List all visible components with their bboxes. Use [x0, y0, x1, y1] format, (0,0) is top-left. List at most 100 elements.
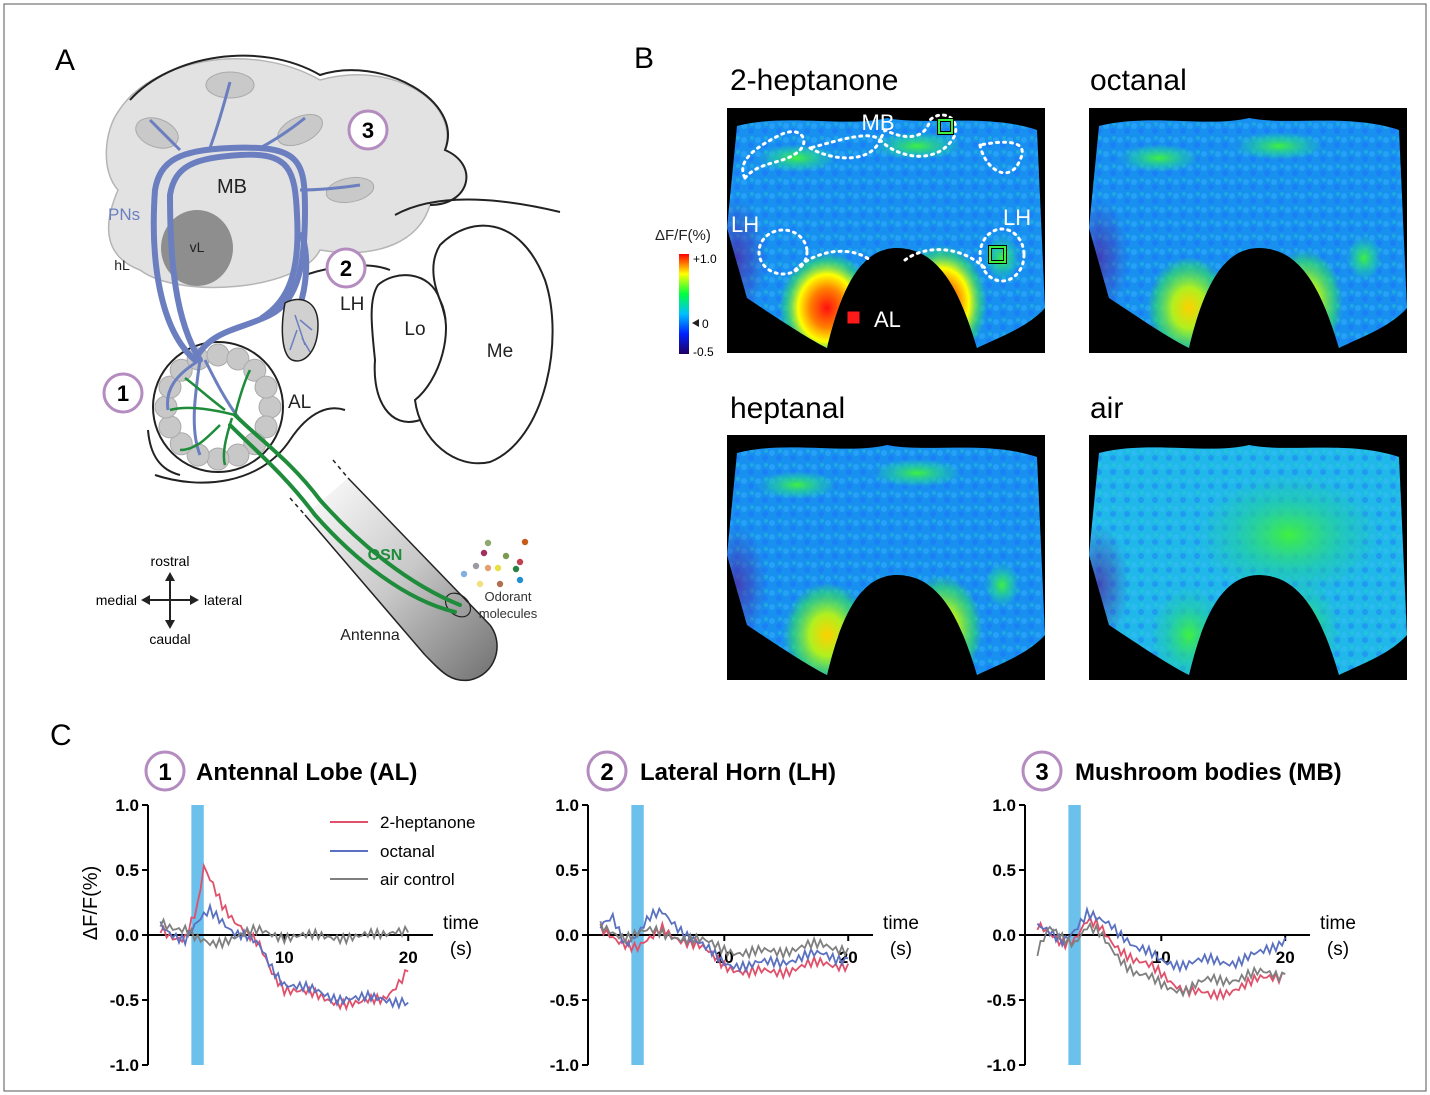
edge-shading — [727, 198, 767, 318]
image-title-2-heptanone: 2-heptanone — [730, 64, 899, 97]
legend-label-octanal: octanal — [380, 842, 435, 861]
antenna-body — [305, 478, 498, 681]
roi-overlays: MB LH LH AL — [731, 110, 1031, 332]
label-vl: vL — [190, 239, 205, 255]
pn-branches — [148, 81, 361, 456]
trace-title-1-num: 1 — [158, 759, 171, 786]
mb-signal — [1119, 144, 1199, 172]
trace-title-2-text: Lateral Horn (LH) — [640, 759, 836, 786]
badge-3: 3 — [347, 109, 389, 151]
x-axis-label-time: time — [883, 913, 919, 934]
svg-text:3: 3 — [362, 118, 374, 143]
odorant-label-line2: molecules — [479, 606, 538, 621]
y-tick-label: -1.0 — [987, 1056, 1016, 1075]
osn-axon-2 — [228, 423, 457, 614]
glomerulus — [169, 358, 193, 382]
colorbar-gradient — [679, 254, 689, 354]
odorant-label-line1: Odorant — [485, 589, 532, 604]
roi-al-right — [903, 248, 987, 270]
compass-lateral: lateral — [204, 592, 242, 608]
medulla-outline — [413, 224, 554, 465]
y-tick-label: 0.0 — [555, 926, 579, 945]
y-axis-label: ΔF/F(%) — [80, 866, 102, 940]
osn-branches — [169, 369, 252, 466]
odorant-molecules — [460, 538, 529, 588]
image-octanal — [1089, 108, 1407, 353]
antenna-edge-1 — [304, 514, 426, 656]
series-line-air-control — [599, 921, 850, 961]
mb-signal — [872, 459, 962, 487]
chart-antennal-lobe: 1.0 0.5 0.0 -0.5 -1.0 10 20 time (s) — [110, 796, 479, 1075]
edge-shading — [1089, 525, 1129, 645]
glomerulus — [254, 415, 278, 439]
y-tick-label: -1.0 — [550, 1056, 579, 1075]
calyx-3 — [277, 113, 323, 147]
trace-title-3-num: 3 — [1035, 759, 1048, 786]
image-2-heptanone — [727, 108, 1045, 353]
trace-title-3: 3 Mushroom bodies (MB) — [1021, 750, 1342, 792]
colorbar-min: -0.5 — [693, 345, 714, 359]
label-osn: OSN — [368, 547, 403, 564]
label-lh: LH — [340, 294, 364, 315]
odorant-molecule — [480, 549, 488, 557]
image-title-octanal: octanal — [1090, 64, 1187, 97]
roi-label-lh-left: LH — [731, 212, 759, 237]
mb-signal — [757, 471, 837, 499]
glomeruli — [154, 343, 282, 471]
antenna-dash-1 — [289, 497, 306, 516]
odorant-molecule — [484, 539, 492, 547]
x-axis-label-time: time — [443, 913, 479, 934]
calyx-1 — [135, 117, 179, 149]
panel-a-letter: A — [55, 44, 75, 77]
y-tick-label: -0.5 — [987, 991, 1016, 1010]
glomerulus — [254, 375, 278, 399]
antenna — [289, 459, 498, 682]
brain-outline-top — [129, 54, 468, 206]
panel-a-schematic: A — [55, 44, 561, 682]
y-tick-label: 0.5 — [115, 861, 139, 880]
roi-lh-left — [757, 228, 809, 276]
glomerulus — [158, 415, 182, 439]
compass-rostral: rostral — [151, 553, 190, 569]
roi-label-mb: MB — [862, 110, 895, 135]
colorbar-max: +1.0 — [693, 252, 717, 266]
x-axis-label-unit: (s) — [1327, 939, 1349, 960]
roi-mb-1 — [741, 130, 806, 181]
x-axis-label-unit: (s) — [890, 939, 912, 960]
y-tick-label: 1.0 — [555, 796, 579, 815]
colorbar-zero: 0 — [702, 317, 709, 331]
label-pns: PNs — [108, 205, 140, 224]
glomerulus — [243, 358, 267, 382]
edge-shading — [1089, 198, 1129, 318]
y-tick-label: 1.0 — [992, 796, 1016, 815]
series-line-octanal — [1036, 905, 1287, 974]
label-lo: Lo — [404, 319, 425, 340]
mb-signal — [757, 144, 837, 172]
label-al: AL — [288, 392, 311, 413]
odorant-molecule — [476, 580, 484, 588]
badge-1: 1 — [102, 372, 144, 414]
label-mb: MB — [217, 176, 247, 198]
panel-b-letter: B — [634, 42, 654, 75]
brain-outline-bottom — [154, 407, 346, 484]
diffuse-signal — [1199, 475, 1379, 595]
image-air — [1089, 435, 1407, 680]
roi-label-al: AL — [874, 307, 901, 332]
x-tick-label: 20 — [399, 948, 418, 967]
roi-square-mb-inner — [938, 119, 953, 134]
antenna-tip — [424, 624, 498, 682]
trace-title-2: 2 Lateral Horn (LH) — [586, 750, 836, 792]
edge-shading — [727, 525, 767, 645]
odorant-molecule — [496, 580, 504, 588]
odorant-molecule — [472, 562, 480, 570]
image-heptanal — [727, 435, 1045, 680]
lh-arbors — [289, 314, 313, 353]
brain-outline-left — [147, 429, 181, 476]
x-tick-label: 10 — [275, 948, 294, 967]
roi-square-lh-inner — [989, 246, 1006, 263]
y-tick-label: -1.0 — [110, 1056, 139, 1075]
compass: rostral caudal medial lateral — [96, 553, 242, 647]
roi-label-lh-right: LH — [1003, 205, 1031, 230]
